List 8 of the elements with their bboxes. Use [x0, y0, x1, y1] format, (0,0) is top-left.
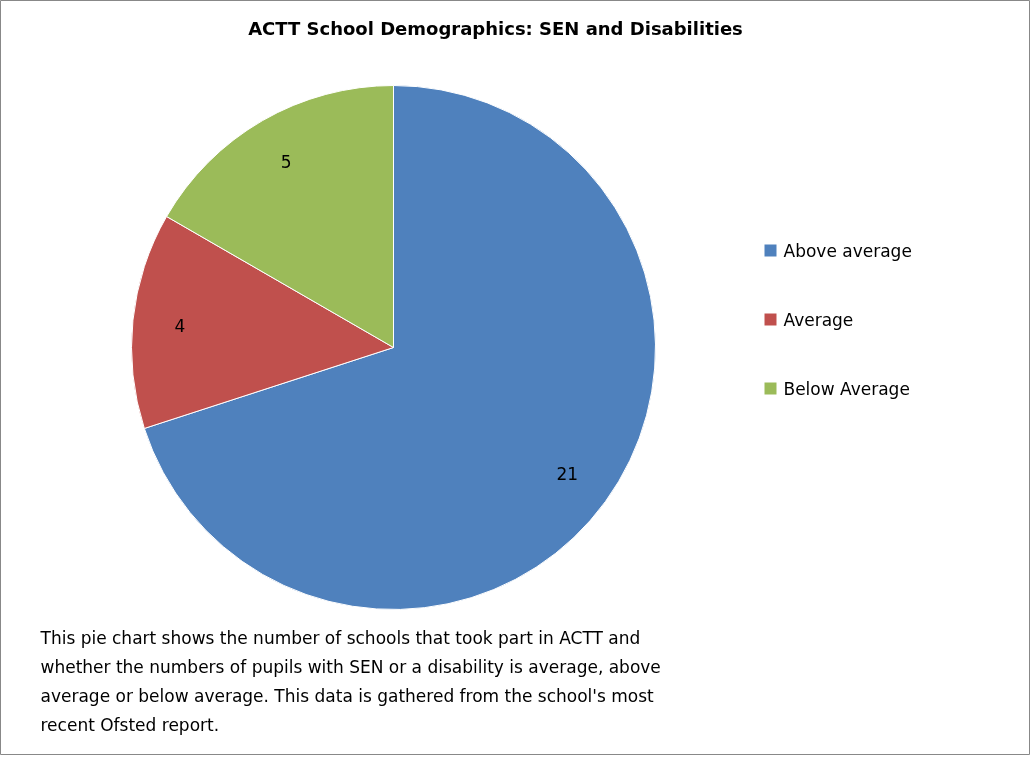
data-label: 5	[280, 151, 292, 172]
data-label: 21	[556, 464, 579, 485]
text: This pie chart shows the number of schools that took part in ACTT and whether the numbers of pupils with SEN or a disability is average, above average or below average. This data is gathered from the school's most recent Ofsted report.	[39, 627, 661, 735]
legend-label: Average	[783, 309, 854, 330]
data-label: 4	[174, 315, 186, 336]
legend-label: Below Average	[783, 378, 910, 399]
legend-label: Above average	[783, 240, 912, 261]
chart-title: ACTT School Demographics: SEN and Disabilities	[248, 18, 743, 39]
